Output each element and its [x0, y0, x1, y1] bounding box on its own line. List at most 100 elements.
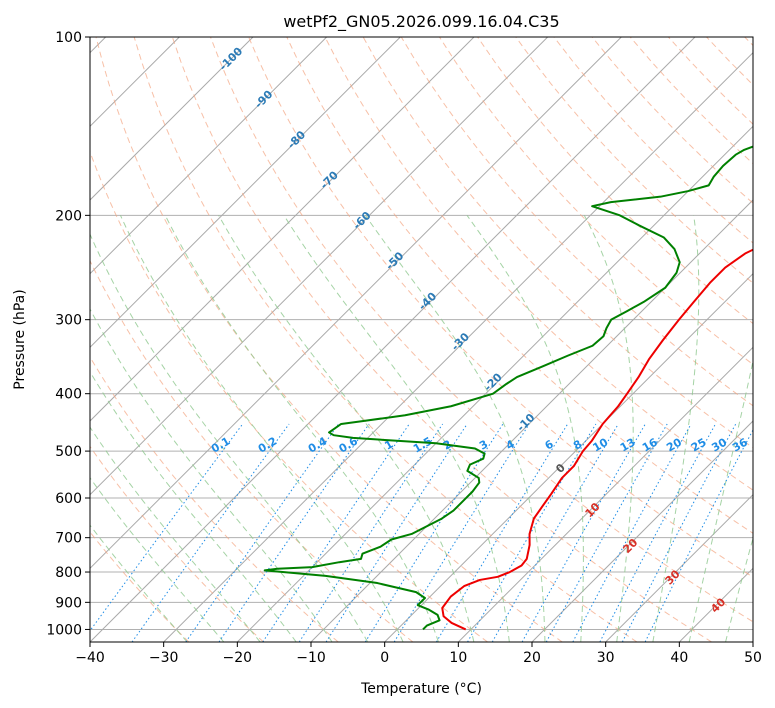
- dry-adiabat: [591, 37, 753, 204]
- mixing-ratio-line: [218, 423, 370, 642]
- y-tick-label: 400: [55, 387, 82, 403]
- moist-adiabat: [90, 370, 297, 642]
- mixing-ratio-line: [572, 423, 692, 642]
- moist-adiabat-label: 20: [620, 536, 640, 556]
- isotherm-gridline: [90, 37, 475, 422]
- mixing-ratio-label: 0.4: [306, 434, 330, 455]
- y-tick-label: 200: [55, 208, 82, 224]
- dry-adiabat-label: -50: [383, 249, 406, 272]
- moist-adiabat: [90, 476, 225, 642]
- dry-adiabat: [515, 37, 753, 284]
- isotherm-gridline: [90, 37, 549, 496]
- y-tick-label: 300: [55, 313, 82, 329]
- dry-adiabat-label: -40: [416, 290, 439, 313]
- mixing-ratio-label: 30: [709, 435, 729, 454]
- x-tick-label: −10: [296, 650, 326, 666]
- mixing-ratio-label: 20: [664, 435, 684, 454]
- dry-adiabat: [90, 150, 488, 642]
- x-tick-label: 10: [449, 650, 467, 666]
- moist-adiabat: [90, 233, 369, 642]
- isotherm-gridline: [90, 37, 401, 349]
- dry-adiabat: [133, 37, 638, 642]
- x-tick-label: −20: [223, 650, 253, 666]
- mixing-ratio-line: [262, 423, 410, 642]
- y-tick-label: 100: [55, 30, 82, 46]
- dry-adiabat: [248, 37, 753, 578]
- moist-adiabat: [120, 215, 404, 642]
- moist-adiabat-label: 40: [708, 595, 728, 615]
- moist-adiabat: [218, 215, 475, 642]
- mixing-ratio-line: [491, 423, 619, 642]
- moist-adiabat: [652, 215, 700, 642]
- dry-adiabat: [90, 531, 190, 642]
- dry-adiabat: [210, 37, 753, 623]
- x-axis-label: Temperature (°C): [360, 681, 482, 697]
- dry-adiabat: [95, 37, 563, 642]
- mixing-ratio-line: [545, 423, 668, 642]
- isotherm-gridline: [384, 272, 753, 642]
- dry-adiabat: [90, 259, 414, 642]
- x-tick-label: −40: [75, 650, 105, 666]
- y-tick-label: 500: [55, 444, 82, 460]
- isotherm-gridline: [90, 37, 254, 201]
- mixing-ratio-line: [599, 423, 716, 642]
- y-tick-label: 900: [55, 595, 82, 611]
- dry-adiabat: [171, 37, 712, 642]
- mixing-ratio-label: 0.1: [209, 435, 232, 456]
- isotherm-gridline: [457, 346, 753, 642]
- y-axis-label: Pressure (hPa): [12, 289, 28, 389]
- y-tick-label: 1000: [46, 622, 82, 638]
- dewpoint-profile-line: [263, 145, 753, 631]
- plot-area: 0.1 0.2 0.4 0.6 1 1.5 2 3 4 6 8 10 13 16 20 25 30 36-100-…: [90, 37, 753, 642]
- mixing-ratio-line: [298, 423, 444, 642]
- isotherm-gridline: [90, 37, 696, 642]
- mixing-ratio-label: 1.5: [411, 435, 434, 456]
- moist-adiabat-label: 10: [583, 500, 603, 520]
- moist-adiabat: [283, 215, 510, 642]
- dry-adiabat-label: -30: [449, 330, 472, 353]
- isotherm-gridline: [678, 567, 753, 642]
- dry-adiabat-label: -70: [318, 168, 341, 191]
- mixing-ratio-line: [521, 423, 646, 642]
- axis-ticks: −40 −30 −20 −10 0 10 20 30 40 50 1000 900 800 700 600 5…: [46, 30, 762, 666]
- y-tick-label: 700: [55, 531, 82, 547]
- mixing-ratio-line: [90, 423, 244, 632]
- isotherm-gridline: [531, 420, 753, 642]
- dry-adiabat: [90, 445, 264, 642]
- dry-adiabat: [706, 37, 753, 86]
- mixing-ratio-line: [621, 423, 737, 642]
- isotherm-gridline: [752, 641, 753, 642]
- mixing-ratio-line: [364, 423, 504, 642]
- x-tick-label: 50: [744, 650, 762, 666]
- x-tick-label: 40: [670, 650, 688, 666]
- moist-adiabat: [688, 358, 753, 642]
- plot-frame: [89, 36, 754, 643]
- dry-adiabat: [90, 356, 339, 642]
- mixing-ratio-label: 25: [689, 436, 709, 455]
- moist-adiabat: [364, 215, 546, 642]
- y-tick-label: 600: [55, 491, 82, 507]
- moist-adiabat: [90, 426, 261, 642]
- mixing-ratio-label: 16: [640, 435, 660, 454]
- dry-adiabat-label: -60: [350, 209, 373, 232]
- dry-adiabat-label: -10: [514, 411, 537, 434]
- mixing-ratio-label: 6: [543, 437, 556, 452]
- mixing-ratio-line: [185, 423, 339, 642]
- isotherm-gridline: [605, 493, 753, 642]
- x-tick-label: 20: [523, 650, 541, 666]
- moist-adiabat: [164, 215, 439, 642]
- moist-adiabat: [466, 215, 584, 642]
- mixing-ratio-line: [393, 423, 530, 642]
- mixing-ratio-line: [644, 428, 753, 642]
- isotherm-gridline: [236, 125, 753, 642]
- dry-adiabat: [286, 37, 753, 534]
- moist-adiabat: [90, 524, 188, 642]
- isotherm-gridline: [90, 37, 328, 275]
- chart-title: wetPf2_GN05.2026.099.16.04.C35: [283, 12, 559, 32]
- dry-adiabat: [324, 37, 753, 491]
- moist-adiabat: [583, 215, 634, 642]
- isotherm-gridline: [310, 199, 753, 642]
- mixing-ratio-line: [325, 423, 468, 642]
- mixing-ratio-line: [131, 423, 290, 642]
